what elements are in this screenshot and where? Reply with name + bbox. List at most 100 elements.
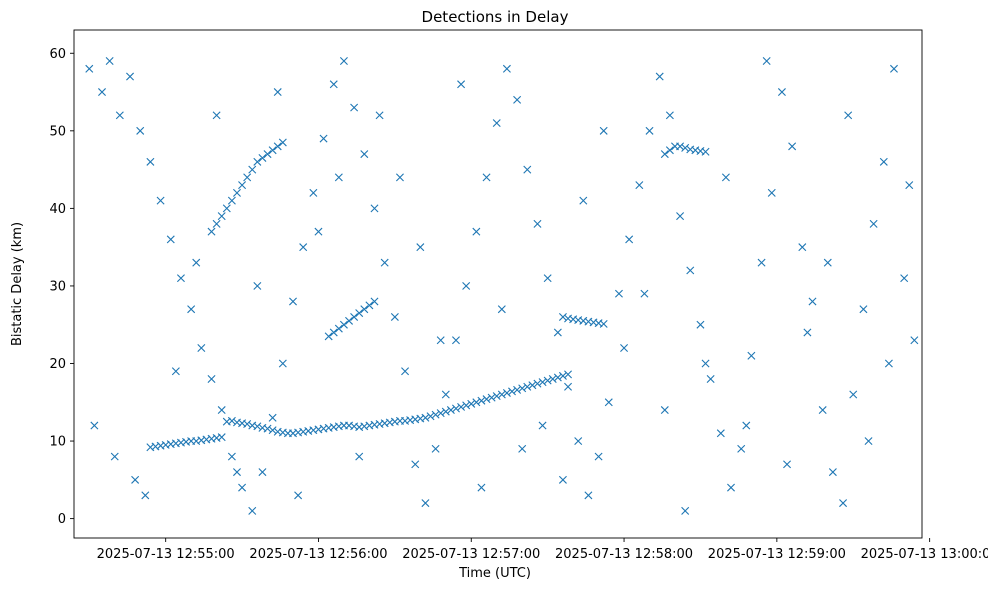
data-point-noise [655, 72, 664, 81]
data-point-noise [482, 173, 491, 182]
data-point-noise [350, 103, 359, 112]
x-tick-label: 2025-07-13 13:00:00 [861, 547, 988, 562]
data-point-track-main [497, 390, 506, 399]
data-point-noise [849, 390, 858, 399]
data-point-noise [212, 111, 221, 120]
data-point-noise [574, 437, 583, 446]
data-point-noise [818, 406, 827, 415]
data-point-track-upper [329, 328, 338, 337]
data-point-track-upper [558, 312, 567, 321]
data-point-noise [742, 421, 751, 430]
data-point-noise [879, 157, 888, 166]
data-point-noise [620, 343, 629, 352]
data-point-noise [115, 111, 124, 120]
data-point-noise [472, 227, 481, 236]
data-point-noise [518, 444, 527, 453]
data-point-noise [492, 119, 501, 128]
data-point-noise [788, 142, 797, 151]
data-point-noise [98, 88, 107, 97]
data-point-track-main [243, 420, 252, 428]
y-tick-label: 50 [49, 124, 66, 139]
data-point-noise [905, 181, 914, 190]
data-point-track-main [227, 416, 236, 425]
data-point-track-main [431, 410, 440, 419]
data-point-track-main [553, 373, 562, 382]
data-point-noise [640, 289, 649, 298]
data-point-noise [762, 57, 771, 66]
data-point-noise [828, 468, 837, 477]
data-point-track-upper [232, 188, 241, 197]
data-point-noise [533, 219, 542, 228]
data-point-noise [294, 491, 303, 500]
data-point-noise [579, 196, 588, 205]
data-point-track-main [446, 406, 455, 415]
data-point-track-main [462, 401, 471, 410]
data-point-track-main [441, 407, 450, 416]
y-tick-label: 20 [49, 357, 66, 372]
data-point-track-main [451, 404, 460, 413]
data-point-noise [166, 235, 175, 244]
data-point-noise [808, 297, 817, 306]
data-point-track-main [421, 413, 430, 422]
data-point-noise [859, 305, 868, 314]
data-point-noise [360, 150, 369, 159]
x-axis-label: Time (UTC) [458, 566, 531, 581]
data-point-track-upper [248, 165, 257, 174]
y-axis-label: Bistatic Delay (km) [10, 222, 25, 346]
data-point-noise [375, 111, 384, 120]
data-point-track-main [268, 426, 277, 435]
data-point-noise [706, 375, 715, 383]
data-point-track-upper [278, 138, 287, 147]
data-point-track-main [543, 376, 552, 385]
data-point-track-main [564, 370, 573, 379]
data-point-track-main [533, 379, 542, 388]
x-tick-label: 2025-07-13 12:58:00 [555, 547, 693, 562]
data-point-noise [645, 126, 654, 135]
data-point-noise [676, 212, 685, 221]
data-point-noise [90, 421, 99, 430]
data-point-noise [105, 57, 114, 66]
data-point-track-upper [370, 297, 379, 306]
data-point-noise [411, 460, 420, 469]
data-point-noise [187, 305, 196, 314]
data-point-track-upper [334, 324, 343, 333]
data-point-noise [141, 491, 150, 500]
data-point-noise [370, 204, 379, 213]
x-tick-label: 2025-07-13 12:59:00 [708, 547, 846, 562]
data-point-track-main [548, 375, 557, 383]
data-point-noise [299, 243, 308, 252]
data-point-track-upper [273, 142, 282, 151]
data-point-noise [227, 452, 236, 461]
data-point-noise [681, 506, 690, 515]
data-point-track-main [217, 433, 226, 442]
data-point-noise [869, 219, 878, 228]
data-point-noise [248, 506, 257, 515]
data-point-noise [747, 351, 756, 360]
data-point-noise [268, 413, 277, 422]
data-point-track-upper [665, 146, 674, 155]
data-point-track-main [467, 399, 476, 408]
data-point-noise [131, 475, 140, 484]
data-point-track-upper [222, 204, 231, 213]
data-point-track-upper [227, 196, 236, 205]
data-point-noise [217, 406, 226, 415]
data-point-noise [85, 64, 94, 73]
data-point-noise [538, 421, 547, 430]
data-point-track-upper [253, 157, 262, 166]
data-point-noise [513, 95, 522, 104]
data-point-track-upper [258, 153, 267, 162]
data-point-noise [625, 235, 634, 244]
data-point-noise [289, 297, 297, 306]
x-tick-label: 2025-07-13 12:56:00 [249, 547, 387, 562]
data-point-noise [839, 499, 848, 508]
data-point-noise [823, 258, 832, 267]
data-point-track-upper [207, 227, 216, 236]
data-point-track-upper [701, 147, 710, 156]
data-point-noise [727, 483, 735, 492]
y-axis-ticks: 0 10 20 30 40 50 60 [49, 47, 74, 527]
data-point-noise [716, 429, 725, 438]
data-point-track-upper [355, 309, 364, 318]
data-point-noise [253, 281, 262, 290]
data-point-track-main [487, 393, 496, 402]
